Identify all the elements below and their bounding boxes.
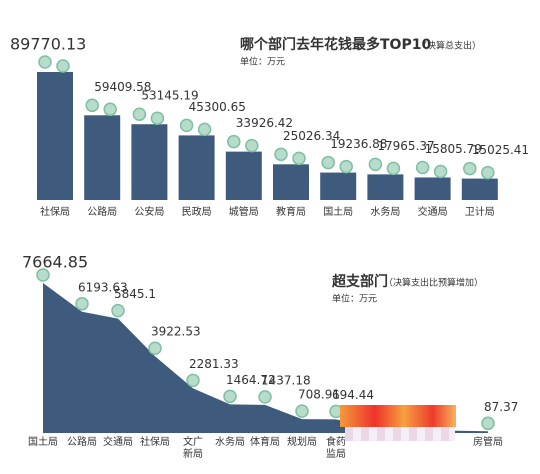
yuan-icon (258, 390, 272, 404)
chart-subtitle: （决算总支出） (418, 40, 481, 52)
yuan-icon (56, 59, 70, 73)
x-tick-label: 交通局 (418, 205, 448, 218)
yuan-icon (274, 147, 288, 162)
data-label: 53145.19 (141, 89, 198, 103)
data-label: 87.37 (484, 400, 518, 414)
x-tick-label: 教育局 (276, 205, 306, 218)
yuan-icon (38, 55, 52, 69)
x-tick-label: 交通局 (103, 435, 133, 448)
yuan-icon (292, 151, 306, 166)
data-label: 45300.65 (189, 100, 246, 114)
yuan-icon (103, 102, 117, 117)
x-tick-label: 社保局 (140, 435, 170, 448)
data-label: 1464.72 (226, 373, 276, 387)
x-tick-label: 水务局 (370, 205, 400, 218)
bar (320, 172, 357, 200)
x-tick-label: 民政局 (182, 205, 212, 218)
x-tick-label: 水务局 (215, 435, 245, 448)
data-label: 694.44 (332, 388, 374, 402)
yuan-icon (186, 373, 200, 388)
x-tick-label: 卫计局 (465, 205, 495, 218)
bar (273, 164, 309, 200)
x-tick-label: 公安局 (134, 205, 164, 218)
unit-label: 单位：万元 (332, 293, 377, 305)
data-label: 708.91 (298, 388, 340, 402)
data-label: 15025.41 (472, 143, 529, 157)
yuan-icon (197, 122, 212, 137)
data-label: 1437.18 (261, 373, 311, 387)
bar (461, 178, 498, 200)
yuan-icon (179, 118, 194, 133)
bar (367, 174, 404, 200)
area (43, 283, 488, 433)
x-tick-label: 国土局 (323, 205, 353, 218)
data-label: 5845.1 (114, 287, 156, 301)
data-label: 6193.63 (78, 280, 128, 294)
x-tick-label: 公路局 (87, 205, 117, 218)
data-label: 15805.79 (425, 142, 482, 156)
yuan-icon (85, 98, 99, 113)
bar (225, 151, 262, 200)
yuan-icon (433, 164, 448, 179)
bar (178, 135, 215, 200)
yuan-icon (481, 416, 495, 431)
yuan-icon (321, 155, 335, 170)
yuan-icon (481, 165, 495, 180)
yuan-icon (227, 134, 241, 149)
data-label: 33926.42 (236, 116, 293, 130)
x-tick-label: 国土局 (28, 435, 58, 448)
yuan-icon (368, 157, 383, 172)
data-label: 19236.88 (330, 137, 387, 151)
redaction (340, 405, 456, 427)
yuan-icon (148, 341, 162, 355)
x-tick-label: 体育局 (250, 435, 280, 448)
x-tick-label: 房管局 (473, 435, 503, 448)
x-tick-label: 规划局 (287, 435, 317, 448)
bar (131, 124, 168, 200)
yuan-icon (245, 138, 259, 153)
x-tick-label: 社保局 (40, 205, 70, 218)
data-label: 25026.34 (283, 129, 340, 143)
data-label: 2281.33 (189, 357, 239, 371)
bar (84, 115, 121, 200)
chart-title: 超支部门 (331, 273, 388, 290)
chart-subtitle: （决算支出比预算增加） (384, 277, 483, 289)
yuan-icon (415, 160, 430, 175)
yuan-icon (111, 303, 125, 318)
yuan-icon (223, 389, 237, 404)
x-tick-label: 公路局 (67, 435, 97, 448)
data-label: 59409.58 (94, 80, 151, 94)
unit-label: 单位：万元 (240, 56, 285, 68)
data-label: 89770.13 (10, 35, 86, 54)
yuan-icon (36, 268, 50, 282)
yuan-icon (75, 297, 89, 311)
data-label: 3922.53 (151, 325, 201, 339)
data-label: 17965.37 (377, 139, 434, 153)
redaction (345, 427, 455, 441)
yuan-icon (463, 161, 477, 176)
yuan-icon (295, 404, 309, 418)
x-tick-label: 文广新局 (183, 435, 203, 460)
yuan-icon (132, 107, 147, 121)
bar (37, 72, 73, 200)
x-tick-label: 食药监局 (326, 435, 346, 460)
yuan-icon (386, 161, 401, 176)
yuan-icon (150, 111, 165, 125)
x-tick-label: 城管局 (229, 205, 259, 218)
chart-title: 哪个部门去年花钱最多TOP10 (240, 36, 431, 53)
yuan-icon (339, 159, 353, 174)
data-label: 7664.85 (22, 253, 88, 272)
bar (414, 177, 451, 200)
